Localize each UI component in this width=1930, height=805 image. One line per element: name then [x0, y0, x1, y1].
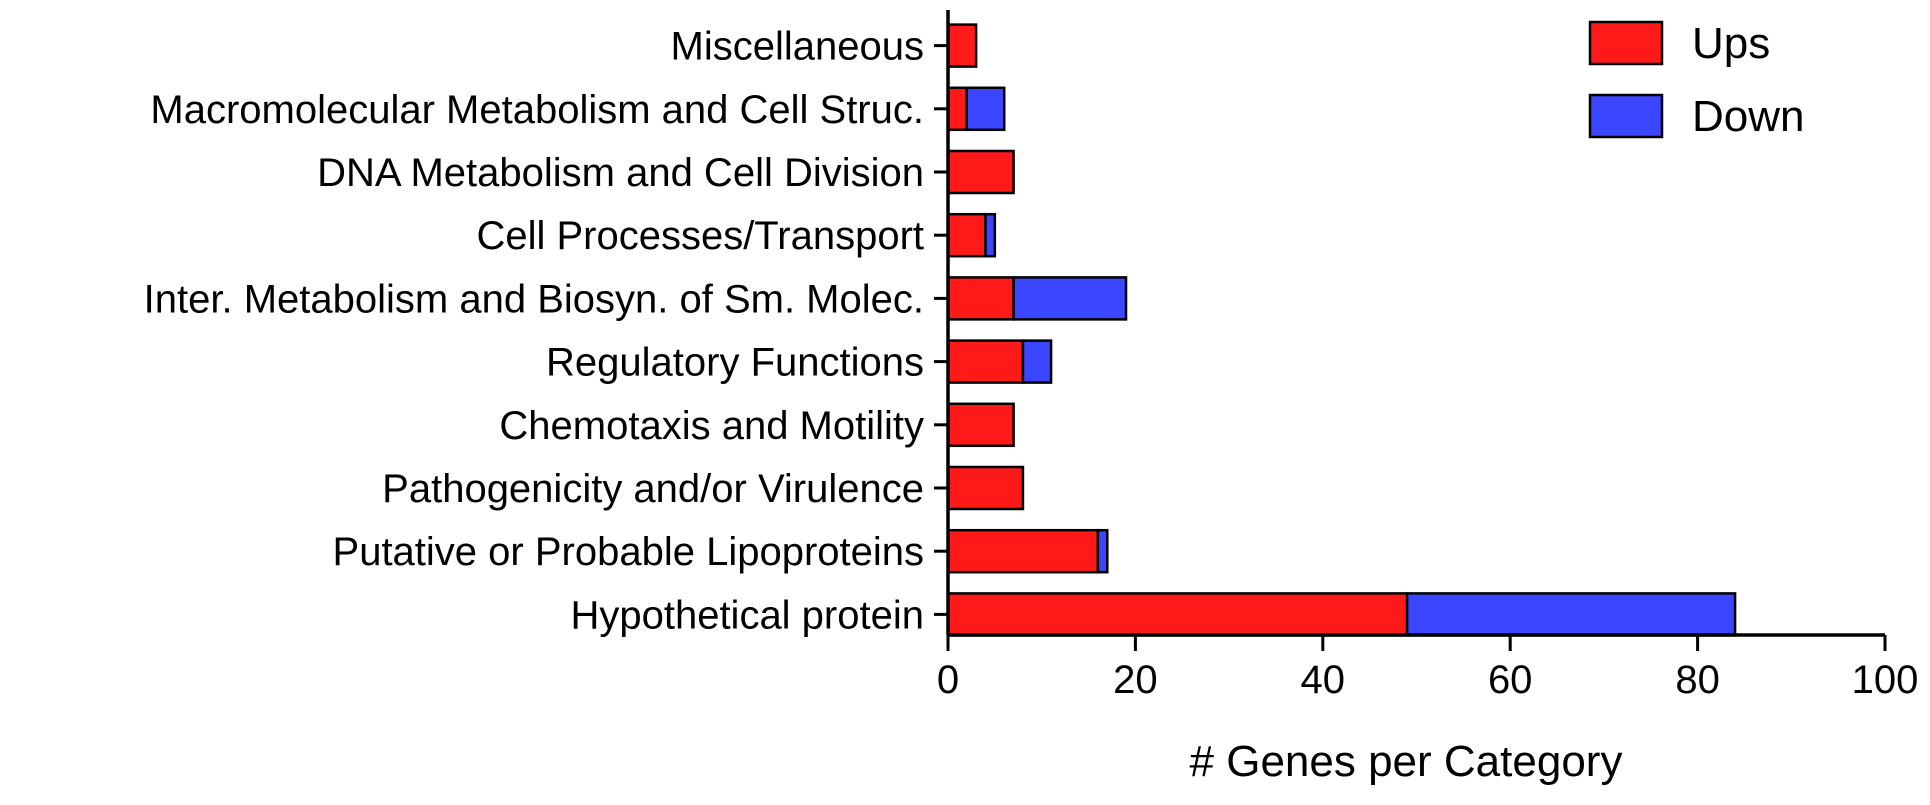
x-tick-label-1: 20	[1113, 658, 1158, 702]
bar-ups-1	[946, 86, 968, 132]
x-tick-label-4: 80	[1675, 658, 1720, 702]
category-label-8: Putative or Probable Lipoproteins	[333, 530, 924, 574]
category-label-9: Hypothetical protein	[570, 593, 924, 637]
bar-ups-8	[946, 528, 1100, 574]
legend-swatch-ups	[1588, 20, 1664, 66]
category-label-7: Pathogenicity and/or Virulence	[382, 467, 924, 511]
bar-ups-4	[946, 276, 1015, 321]
bar-ups-3	[946, 212, 987, 258]
x-tick-label-5: 100	[1852, 658, 1919, 702]
legend-swatch-down	[1588, 93, 1664, 139]
bar-ups-2	[946, 149, 1015, 195]
bar-down-9	[1405, 592, 1737, 637]
category-label-5: Regulatory Functions	[546, 341, 924, 385]
axes	[934, 10, 1887, 651]
bar-ups-7	[946, 465, 1025, 511]
bar-down-3	[984, 212, 997, 258]
bar-ups-0	[946, 23, 978, 68]
x-tick-label-2: 40	[1301, 658, 1346, 702]
category-label-3: Cell Processes/Transport	[476, 214, 924, 258]
category-label-1: Macromolecular Metabolism and Cell Struc…	[150, 88, 924, 132]
bar-down-1	[965, 86, 1006, 132]
bar-down-8	[1096, 528, 1109, 574]
x-tick-label-0: 0	[937, 658, 959, 702]
category-label-2: DNA Metabolism and Cell Division	[317, 151, 924, 195]
bars-layer	[946, 23, 1737, 637]
x-tick-labels: 0 20 40 60 80 100	[937, 658, 1919, 702]
category-label-0: Miscellaneous	[671, 25, 924, 69]
legend: Ups Down	[1588, 19, 1805, 141]
bar-ups-9	[946, 592, 1409, 637]
category-labels: Miscellaneous Macromolecular Metabolism a…	[144, 25, 924, 638]
bar-down-4	[1012, 276, 1128, 321]
bar-ups-5	[946, 339, 1025, 384]
bar-down-5	[1021, 339, 1053, 384]
legend-label-down: Down	[1692, 92, 1805, 141]
x-axis-title: # Genes per Category	[1190, 737, 1623, 786]
category-label-6: Chemotaxis and Motility	[499, 404, 924, 448]
category-label-4: Inter. Metabolism and Biosyn. of Sm. Mol…	[144, 277, 924, 321]
x-tick-label-3: 60	[1488, 658, 1533, 702]
bar-ups-6	[946, 402, 1015, 448]
legend-label-ups: Ups	[1692, 19, 1770, 68]
